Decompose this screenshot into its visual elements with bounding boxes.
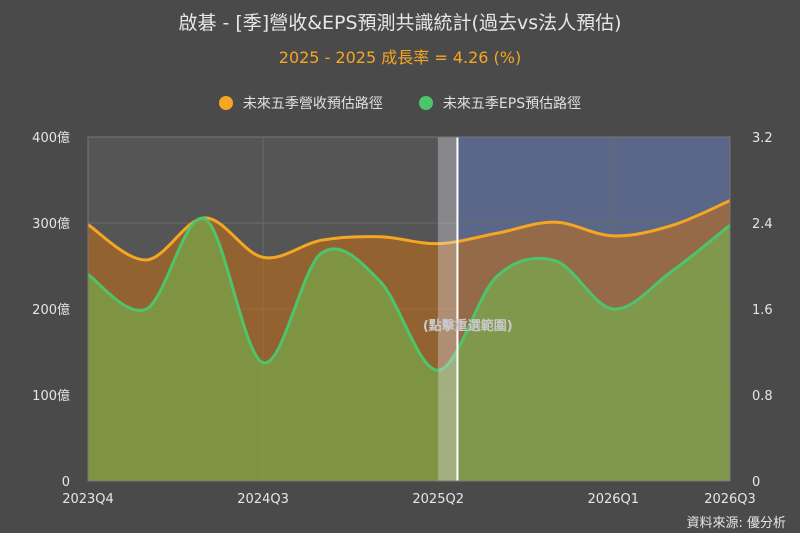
legend-item-revenue[interactable]: 未來五季營收預估路徑 xyxy=(218,93,383,113)
x-axis-tick: 2025Q2 xyxy=(412,492,464,507)
selection-band xyxy=(438,137,458,481)
legend-item-eps[interactable]: 未來五季EPS預估路徑 xyxy=(418,93,582,113)
left-axis-tick: 0 xyxy=(62,475,70,490)
legend-label-revenue: 未來五季營收預估路徑 xyxy=(242,96,383,112)
x-axis-tick: 2024Q3 xyxy=(237,492,289,507)
x-axis-tick: 2023Q4 xyxy=(62,492,114,507)
legend-marker-eps xyxy=(418,96,433,110)
right-axis-tick: 0 xyxy=(752,475,760,490)
x-axis-tick: 2026Q3 xyxy=(704,492,756,507)
chart-subtitle: 2025 - 2025 成長率 = 4.26 (%) xyxy=(278,48,522,67)
left-axis-tick: 400億 xyxy=(32,130,70,146)
selection-hint: (點擊重選範圍) xyxy=(423,318,513,334)
right-axis-tick: 2.4 xyxy=(752,217,773,232)
legend-marker-revenue xyxy=(218,96,233,110)
series-line-0 xyxy=(87,199,731,262)
left-axis-tick: 200億 xyxy=(32,302,70,318)
source-credit: 資料來源: 優分析 xyxy=(686,516,786,531)
left-axis-tick: 300億 xyxy=(32,216,70,232)
left-axis-tick: 100億 xyxy=(32,388,70,404)
x-axis-tick: 2026Q1 xyxy=(587,492,639,507)
chart-title: 啟碁 - [季]營收&EPS預測共識統計(過去vs法人預估) xyxy=(178,12,622,34)
series-line-1 xyxy=(87,216,731,372)
right-axis-tick: 3.2 xyxy=(752,131,773,146)
series-area-1 xyxy=(88,218,730,481)
legend-label-eps: 未來五季EPS預估路徑 xyxy=(442,96,582,112)
legend: 未來五季營收預估路徑 未來五季EPS預估路徑 xyxy=(0,93,800,113)
plot-border xyxy=(87,136,731,482)
right-axis-tick: 1.6 xyxy=(752,303,773,318)
right-axis-tick: 0.8 xyxy=(752,389,773,404)
